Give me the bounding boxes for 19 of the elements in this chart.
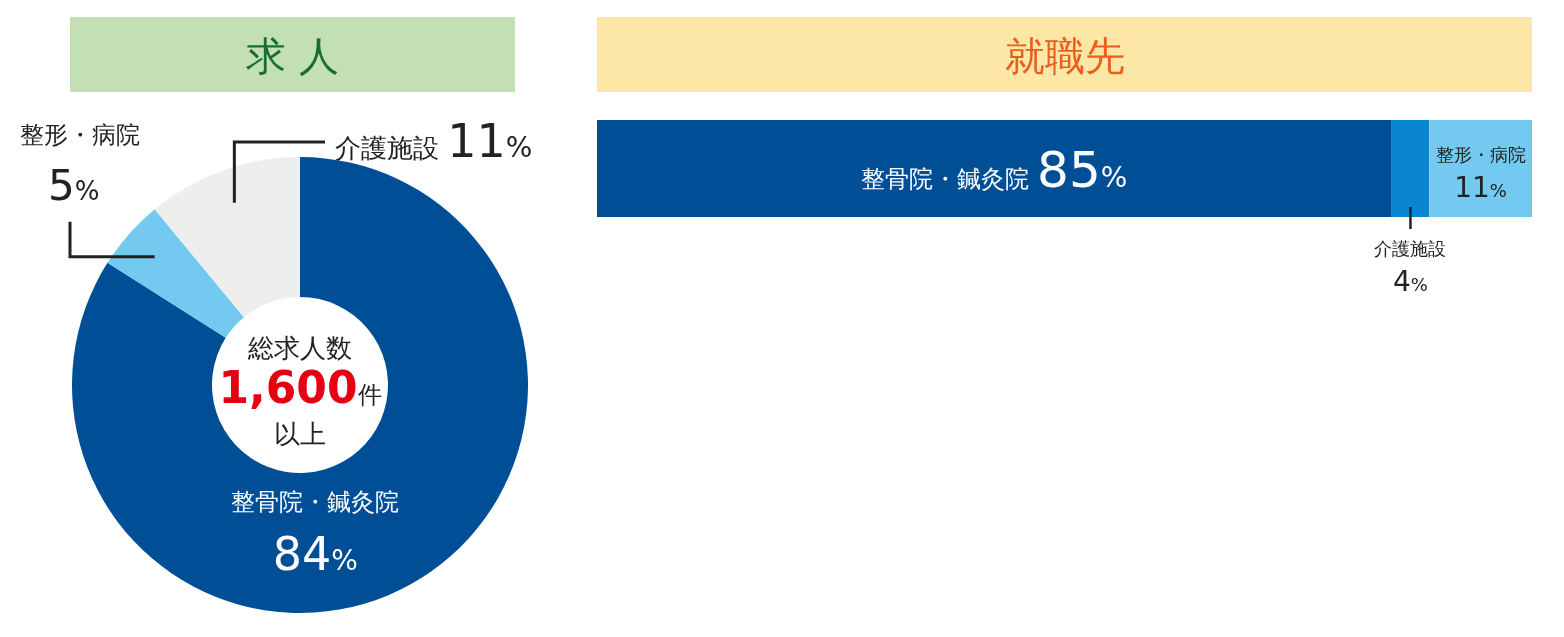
slice-label: 整形・病院	[20, 121, 140, 149]
data-label: 11%	[1454, 170, 1507, 204]
text: 以上	[274, 419, 326, 449]
donut-slice	[107, 209, 244, 338]
slice-label: 整骨院・鍼灸院	[231, 488, 400, 517]
data-label: 84%	[272, 527, 358, 582]
data-label: 11%	[447, 114, 533, 168]
data-label: 4%	[1392, 265, 1428, 298]
series-label: 整形・病院	[1435, 143, 1526, 165]
data-label: 5%	[48, 161, 100, 210]
series-label: 整骨院・鍼灸院	[861, 164, 1038, 193]
slice-label: 介護施設	[335, 133, 448, 163]
donut-slice	[154, 157, 300, 318]
chart-title: 求 人	[246, 33, 339, 79]
text: 総求人数	[247, 333, 352, 363]
data-label: 85%	[1037, 140, 1128, 199]
chart-title: 就職先	[1004, 33, 1125, 79]
text: 1,600件	[218, 362, 382, 413]
series-label: 介護施設	[1374, 238, 1447, 259]
